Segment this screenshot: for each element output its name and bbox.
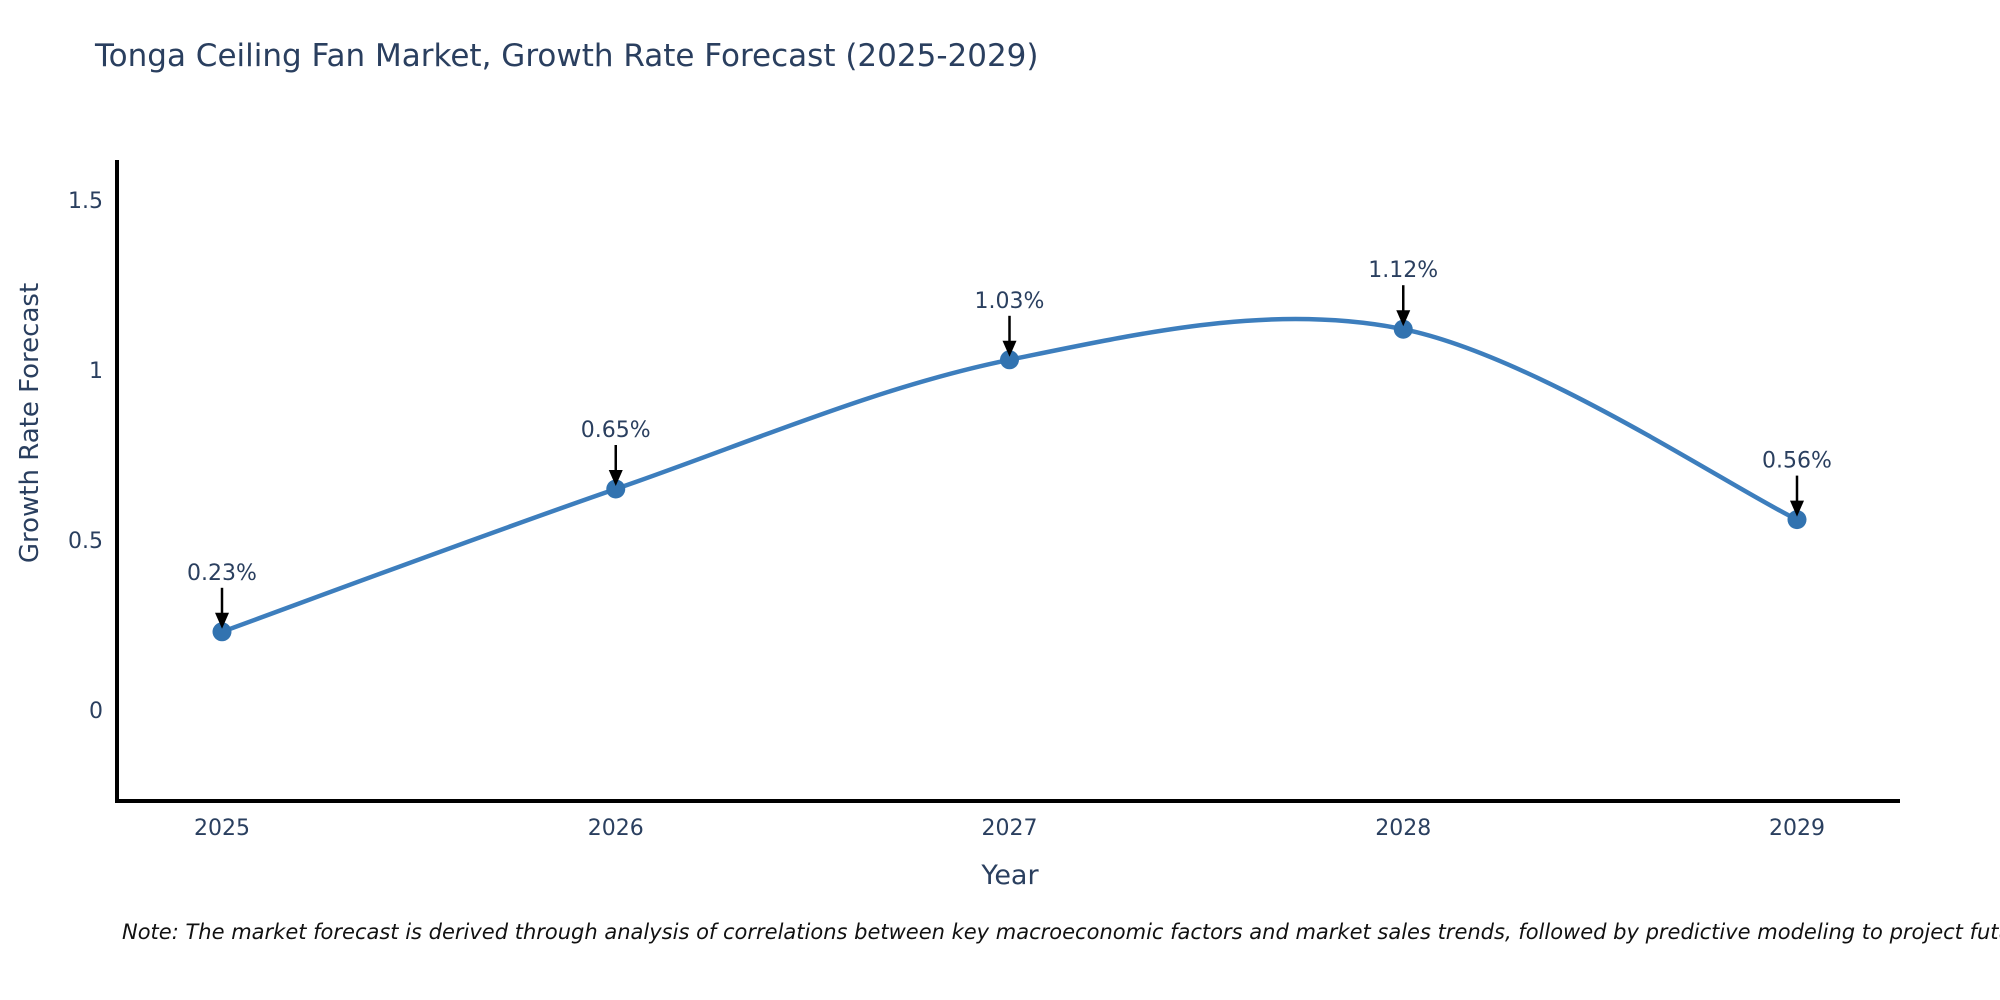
y-tick-label: 1 <box>89 359 103 384</box>
point-label: 1.12% <box>1368 258 1438 283</box>
x-tick-label: 2026 <box>588 816 644 841</box>
annotation-arrow-head <box>1002 340 1017 357</box>
y-tick-label: 0 <box>89 699 103 724</box>
point-label: 0.56% <box>1762 449 1832 474</box>
point-label: 1.03% <box>975 289 1045 314</box>
x-tick-label: 2025 <box>194 816 250 841</box>
x-axis-title: Year <box>981 860 1039 891</box>
annotation-arrow-head <box>215 612 229 629</box>
x-tick-label: 2028 <box>1375 816 1431 841</box>
data-point-marker <box>606 479 626 499</box>
annotation-arrow-head <box>608 470 623 486</box>
data-point-marker <box>1393 319 1413 339</box>
annotation-arrow-head <box>1790 500 1804 517</box>
y-axis-title: Growth Rate Forecast <box>15 282 45 564</box>
data-point-marker <box>1787 510 1807 530</box>
chart-title: Tonga Ceiling Fan Market, Growth Rate Fo… <box>95 38 1039 74</box>
point-label: 0.23% <box>187 561 257 586</box>
x-tick-label: 2027 <box>982 816 1038 841</box>
footnote: Note: The market forecast is derived thr… <box>122 920 2000 944</box>
x-tick-label: 2029 <box>1769 816 1825 841</box>
data-point-marker <box>1000 350 1019 370</box>
annotation-arrow-head <box>1396 310 1411 327</box>
point-label: 0.65% <box>581 418 651 443</box>
y-tick-label: 0.5 <box>68 529 103 554</box>
data-point-marker <box>212 622 232 642</box>
y-tick-label: 1.5 <box>68 189 103 214</box>
